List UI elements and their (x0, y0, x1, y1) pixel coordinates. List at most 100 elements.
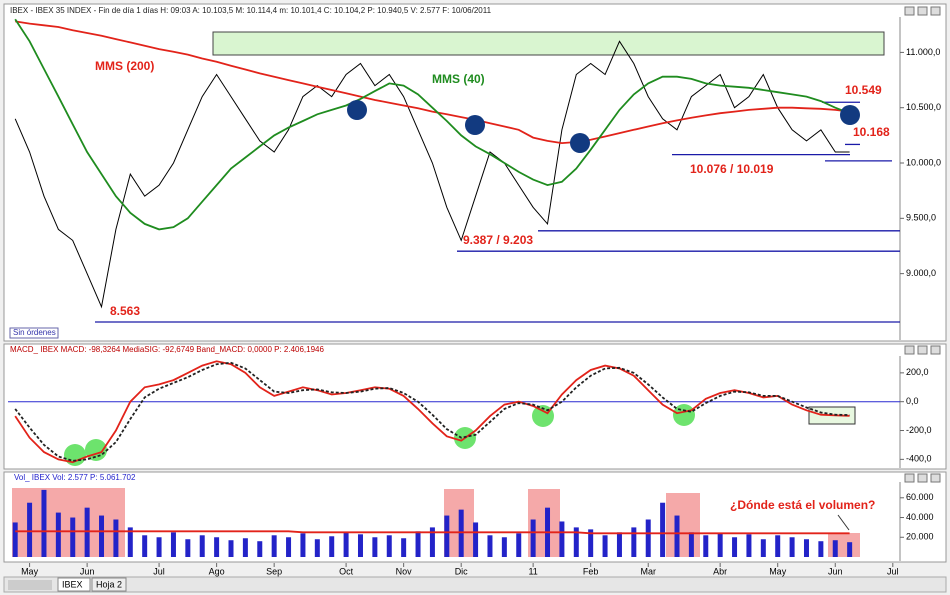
volume-bar (27, 502, 33, 557)
button[interactable] (917, 473, 928, 483)
volume-header: Vol_ IBEX Vol: 2.577 P: 5.061.702 (14, 473, 136, 482)
volume-bar (703, 535, 709, 557)
x-tick-label: Sep (266, 566, 282, 576)
circle (347, 100, 367, 120)
tab-label: Hoja 2 (96, 579, 122, 589)
volume-bar (688, 532, 694, 557)
volume-bar (386, 535, 392, 557)
volume-bar (142, 535, 148, 557)
volume-bar (530, 519, 536, 557)
panel-buttons (904, 6, 941, 483)
volume-bar (789, 537, 795, 557)
volume-bar (760, 539, 766, 557)
series-line (14, 361, 850, 462)
tab-strip (3, 576, 947, 593)
volume-bar (717, 533, 723, 557)
level-label: 10.076 / 10.019 (690, 162, 774, 176)
button[interactable] (917, 6, 928, 16)
volume-bar (84, 507, 90, 557)
button[interactable] (904, 473, 915, 483)
button[interactable] (917, 345, 928, 355)
x-tick-label: Jun (828, 566, 843, 576)
volume-bar (631, 527, 637, 557)
volume-bar (746, 534, 752, 557)
y-tick-label: 200,0 (906, 367, 929, 377)
y-tick-label: 9.000,0 (906, 268, 936, 278)
volume-bar (257, 541, 263, 557)
volume-bar (271, 535, 277, 557)
circle (570, 133, 590, 153)
status-box (9, 327, 59, 339)
volume-bar (314, 539, 320, 557)
y-tick-label: -200,0 (906, 425, 932, 435)
volume-bar (803, 539, 809, 557)
volume-bar (660, 502, 666, 557)
volume-bar (559, 521, 565, 557)
arrow (837, 514, 850, 531)
x-tick-label: May (769, 566, 787, 576)
macd-panel (3, 343, 947, 470)
x-tick-label: Feb (583, 566, 599, 576)
volume-bar (775, 535, 781, 557)
x-tick-label: 11 (528, 566, 537, 576)
x-tick-label: Mar (640, 566, 656, 576)
series-line (14, 40, 850, 309)
series-line (15, 20, 850, 145)
volume-bar (573, 527, 579, 557)
x-tick-label: Jun (80, 566, 95, 576)
y-tick-label: 10.000,0 (906, 157, 941, 167)
volume-note: ¿Dónde está el volumen? (730, 498, 875, 512)
plot: 11.000,0 10.500,0 10.000,0 9.500,0 9.000,0 8.… (8, 18, 941, 576)
tab-bar: IBEX Hoja 2 (3, 576, 947, 593)
volume-bar (55, 512, 61, 557)
macd-header: MACD_ IBEX MACD: -98,3264 MediaSIG: -92,… (10, 345, 325, 354)
volume-bar (127, 527, 133, 557)
x-tick-label: May (21, 566, 39, 576)
price-header: IBEX - IBEX 35 INDEX - Fin de día 1 días… (10, 6, 492, 15)
volume-bar (170, 532, 176, 557)
volume-bar (401, 538, 407, 557)
tab[interactable] (91, 577, 127, 592)
y-tick-label: 11.000,0 (906, 47, 940, 57)
y-tick-label: -400,0 (906, 454, 932, 464)
volume-bar (818, 541, 824, 557)
cross-circles (347, 100, 860, 153)
volume-bar (329, 536, 335, 557)
tab-label: IBEX (62, 579, 83, 589)
button[interactable] (904, 6, 915, 16)
volume-bar (847, 542, 853, 557)
ma40-label: MMS (40) (432, 72, 485, 86)
x-tick-label: Jul (887, 566, 899, 576)
volume-bar (501, 537, 507, 557)
volume-bar (113, 519, 119, 557)
ma200-label: MMS (200) (95, 59, 154, 73)
level-label: 9.387 / 9.203 (463, 233, 533, 247)
button[interactable] (904, 345, 915, 355)
tab[interactable] (57, 577, 91, 592)
average-line (15, 530, 850, 535)
volume-bar (444, 515, 450, 557)
volume-bar (415, 531, 421, 557)
series-line (14, 18, 850, 231)
volume-bar (832, 540, 838, 557)
volume-bar (70, 517, 76, 557)
button[interactable] (930, 345, 941, 355)
volume-bar (242, 538, 248, 557)
volume-bar (732, 537, 738, 557)
x-tick-label: Abr (713, 566, 727, 576)
volume-bar (458, 509, 464, 557)
button[interactable] (930, 6, 941, 16)
volume-bar (41, 489, 47, 557)
button[interactable] (930, 473, 941, 483)
status: Sin órdenes (13, 328, 56, 337)
nav-buttons[interactable] (8, 580, 52, 590)
y-tick-label: 0,0 (906, 396, 919, 406)
volume-bar (156, 537, 162, 557)
volume-bar (357, 534, 363, 557)
volume-bar (214, 537, 220, 557)
circle (840, 105, 860, 125)
volume-bar (588, 529, 594, 557)
volume-bar (12, 522, 18, 557)
x-tick-label: Jul (153, 566, 165, 576)
